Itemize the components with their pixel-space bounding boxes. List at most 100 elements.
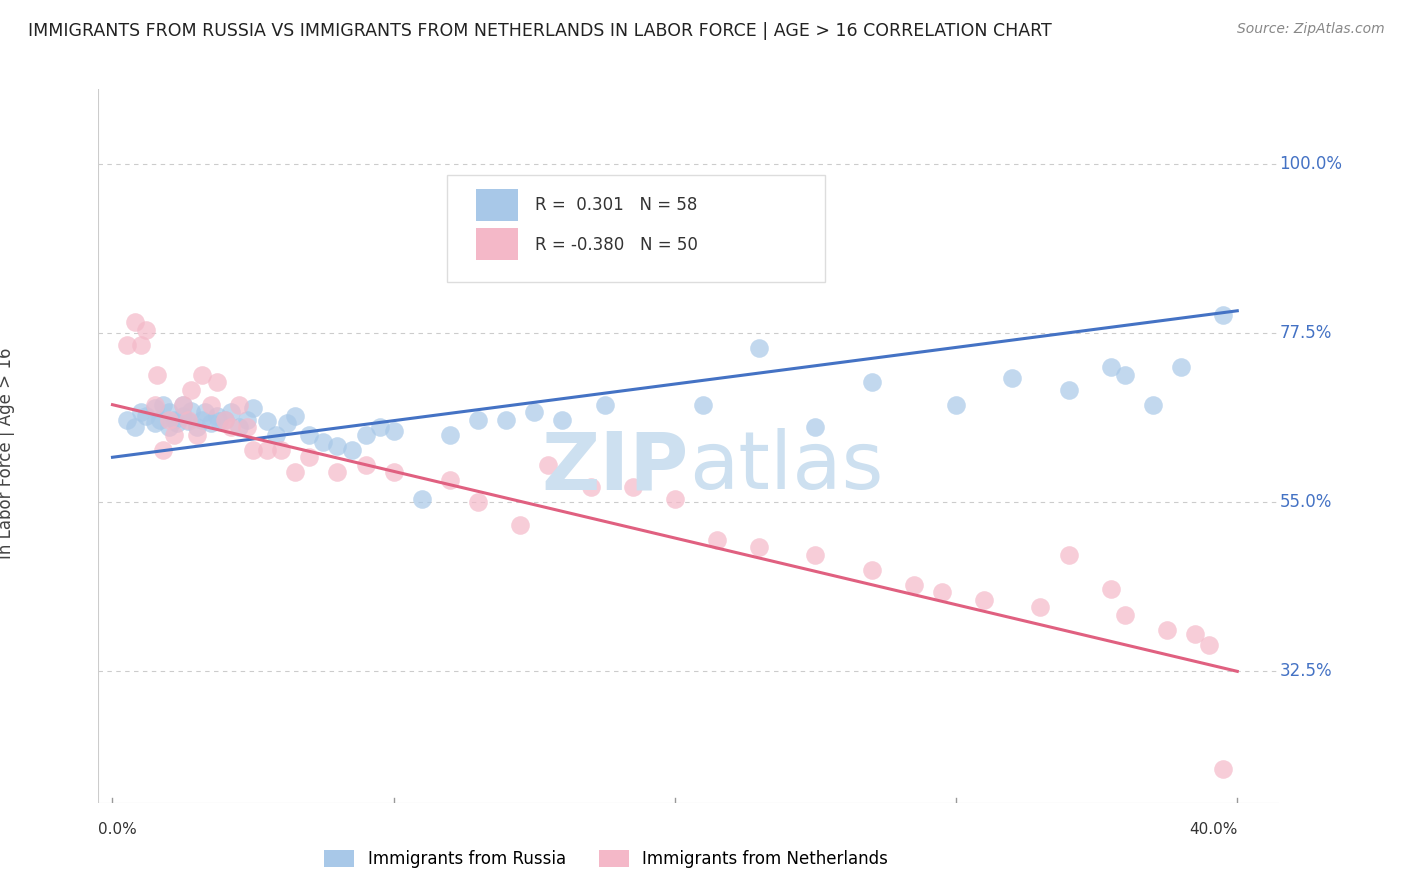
Point: [804, 420, 827, 434]
Point: [191, 368, 214, 382]
Point: [664, 491, 686, 506]
Text: ZIP: ZIP: [541, 428, 689, 507]
Point: [1142, 398, 1164, 412]
Point: [205, 375, 228, 389]
Point: [172, 409, 194, 423]
Point: [236, 420, 259, 434]
Point: [191, 413, 214, 427]
Point: [228, 420, 250, 434]
Point: [411, 491, 433, 506]
Point: [242, 442, 264, 457]
Point: [495, 413, 517, 427]
Point: [1114, 607, 1136, 622]
Point: [115, 413, 138, 427]
Point: [1057, 548, 1080, 562]
Point: [256, 442, 278, 457]
Point: [143, 401, 166, 416]
Point: [706, 533, 728, 547]
Point: [340, 442, 363, 457]
Text: IMMIGRANTS FROM RUSSIA VS IMMIGRANTS FROM NETHERLANDS IN LABOR FORCE | AGE > 16 : IMMIGRANTS FROM RUSSIA VS IMMIGRANTS FRO…: [28, 22, 1052, 40]
Point: [172, 398, 194, 412]
Point: [1099, 360, 1122, 375]
Point: [124, 315, 146, 329]
Point: [236, 413, 259, 427]
Point: [135, 409, 157, 423]
Point: [214, 413, 236, 427]
Point: [298, 427, 321, 442]
Point: [129, 337, 152, 351]
FancyBboxPatch shape: [477, 189, 517, 221]
Point: [177, 413, 200, 427]
Point: [945, 398, 967, 412]
Point: [523, 405, 546, 419]
Point: [354, 427, 377, 442]
Point: [931, 585, 953, 599]
Point: [1156, 623, 1178, 637]
FancyBboxPatch shape: [447, 175, 825, 282]
FancyBboxPatch shape: [477, 228, 517, 260]
Point: [157, 413, 180, 427]
Point: [143, 398, 166, 412]
Point: [1170, 360, 1192, 375]
Point: [219, 420, 242, 434]
Point: [135, 322, 157, 336]
Point: [973, 593, 995, 607]
Point: [748, 541, 770, 555]
Point: [551, 413, 574, 427]
Point: [163, 427, 186, 442]
Point: [509, 517, 531, 532]
Point: [228, 398, 250, 412]
Point: [1001, 371, 1024, 385]
Point: [284, 409, 307, 423]
Point: [326, 439, 349, 453]
Point: [312, 435, 335, 450]
Text: 40.0%: 40.0%: [1189, 822, 1237, 837]
Point: [180, 383, 202, 397]
Point: [200, 398, 222, 412]
Point: [149, 413, 172, 427]
Text: R = -0.380   N = 50: R = -0.380 N = 50: [536, 235, 699, 253]
Point: [903, 578, 925, 592]
Point: [186, 427, 208, 442]
Point: [326, 465, 349, 479]
Point: [172, 398, 194, 412]
Point: [157, 420, 180, 434]
Point: [214, 413, 236, 427]
Point: [152, 398, 174, 412]
Text: R =  0.301   N = 58: R = 0.301 N = 58: [536, 196, 697, 214]
Point: [467, 495, 489, 509]
Point: [439, 473, 461, 487]
Point: [860, 563, 883, 577]
Point: [166, 417, 188, 431]
Text: 77.5%: 77.5%: [1279, 325, 1331, 343]
Point: [1099, 582, 1122, 596]
Point: [1212, 308, 1234, 322]
Point: [146, 368, 169, 382]
Point: [1114, 368, 1136, 382]
Point: [1057, 383, 1080, 397]
Point: [1029, 600, 1052, 615]
Point: [537, 458, 560, 472]
Point: [194, 405, 217, 419]
Text: 55.0%: 55.0%: [1279, 493, 1331, 511]
Point: [264, 427, 287, 442]
Point: [124, 420, 146, 434]
Point: [298, 450, 321, 465]
Point: [152, 442, 174, 457]
Point: [143, 417, 166, 431]
Point: [621, 480, 644, 494]
Point: [115, 337, 138, 351]
Text: 0.0%: 0.0%: [98, 822, 138, 837]
Point: [180, 403, 202, 417]
Text: Source: ZipAtlas.com: Source: ZipAtlas.com: [1237, 22, 1385, 37]
Point: [129, 405, 152, 419]
Point: [692, 398, 714, 412]
Point: [354, 458, 377, 472]
Point: [579, 480, 602, 494]
Text: 32.5%: 32.5%: [1279, 663, 1331, 681]
Point: [284, 465, 307, 479]
Point: [219, 405, 242, 419]
Point: [636, 255, 658, 269]
Point: [1198, 638, 1220, 652]
Point: [270, 442, 292, 457]
